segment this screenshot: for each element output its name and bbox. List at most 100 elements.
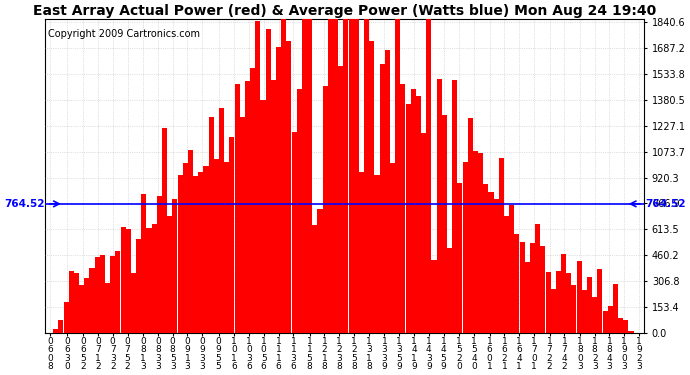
Bar: [219, 108, 224, 333]
Bar: [214, 159, 219, 333]
Bar: [69, 271, 74, 333]
Bar: [489, 192, 493, 333]
Bar: [442, 115, 447, 333]
Bar: [421, 133, 426, 333]
Bar: [577, 261, 582, 333]
Bar: [162, 128, 167, 333]
Bar: [255, 21, 260, 333]
Bar: [375, 175, 380, 333]
Bar: [587, 277, 592, 333]
Bar: [239, 117, 245, 333]
Bar: [229, 136, 235, 333]
Bar: [235, 84, 239, 333]
Bar: [188, 150, 193, 333]
Bar: [317, 209, 322, 333]
Bar: [307, 0, 312, 333]
Bar: [380, 64, 385, 333]
Bar: [520, 242, 524, 333]
Bar: [473, 152, 478, 333]
Bar: [629, 331, 633, 333]
Bar: [183, 163, 188, 333]
Bar: [437, 80, 442, 333]
Bar: [400, 84, 406, 333]
Bar: [561, 254, 566, 333]
Bar: [598, 269, 602, 333]
Bar: [571, 285, 577, 333]
Bar: [323, 86, 328, 333]
Bar: [457, 183, 462, 333]
Bar: [146, 228, 152, 333]
Bar: [79, 285, 84, 333]
Bar: [478, 153, 483, 333]
Bar: [198, 172, 204, 333]
Bar: [602, 311, 608, 333]
Bar: [53, 329, 58, 333]
Bar: [608, 306, 613, 333]
Bar: [359, 172, 364, 333]
Bar: [121, 228, 126, 333]
Bar: [499, 158, 504, 333]
Bar: [546, 272, 551, 333]
Bar: [618, 318, 623, 333]
Bar: [509, 205, 514, 333]
Bar: [74, 273, 79, 333]
Bar: [364, 0, 369, 333]
Bar: [390, 163, 395, 333]
Bar: [530, 243, 535, 333]
Bar: [270, 80, 276, 333]
Bar: [504, 216, 509, 333]
Text: 764.52: 764.52: [645, 199, 686, 209]
Bar: [63, 302, 68, 333]
Bar: [126, 229, 131, 333]
Bar: [540, 246, 545, 333]
Bar: [141, 194, 146, 333]
Bar: [333, 4, 338, 333]
Bar: [131, 273, 136, 333]
Bar: [286, 41, 291, 333]
Bar: [493, 199, 499, 333]
Bar: [172, 200, 177, 333]
Bar: [431, 260, 437, 333]
Bar: [115, 251, 121, 333]
Bar: [302, 0, 307, 333]
Bar: [462, 162, 468, 333]
Bar: [282, 17, 286, 333]
Bar: [100, 255, 105, 333]
Bar: [292, 132, 297, 333]
Bar: [354, 0, 359, 333]
Bar: [551, 289, 555, 333]
Bar: [395, 0, 400, 333]
Bar: [592, 297, 598, 333]
Bar: [250, 68, 255, 333]
Bar: [193, 176, 198, 333]
Bar: [525, 262, 530, 333]
Bar: [208, 117, 214, 333]
Bar: [483, 184, 489, 333]
Bar: [582, 290, 587, 333]
Bar: [338, 66, 343, 333]
Bar: [313, 225, 317, 333]
Bar: [110, 256, 115, 333]
Bar: [84, 278, 89, 333]
Bar: [59, 320, 63, 333]
Bar: [344, 0, 348, 333]
Bar: [297, 89, 302, 333]
Bar: [260, 100, 266, 333]
Bar: [426, 19, 431, 333]
Bar: [613, 284, 618, 333]
Bar: [266, 29, 270, 333]
Bar: [515, 234, 520, 333]
Bar: [556, 271, 561, 333]
Bar: [623, 320, 629, 333]
Text: 764.52: 764.52: [4, 199, 45, 209]
Title: East Array Actual Power (red) & Average Power (Watts blue) Mon Aug 24 19:40: East Array Actual Power (red) & Average …: [33, 4, 656, 18]
Bar: [245, 81, 250, 333]
Bar: [95, 257, 99, 333]
Bar: [385, 50, 390, 333]
Bar: [204, 166, 208, 333]
Bar: [90, 268, 95, 333]
Bar: [406, 104, 411, 333]
Bar: [157, 196, 162, 333]
Bar: [167, 216, 172, 333]
Bar: [224, 162, 229, 333]
